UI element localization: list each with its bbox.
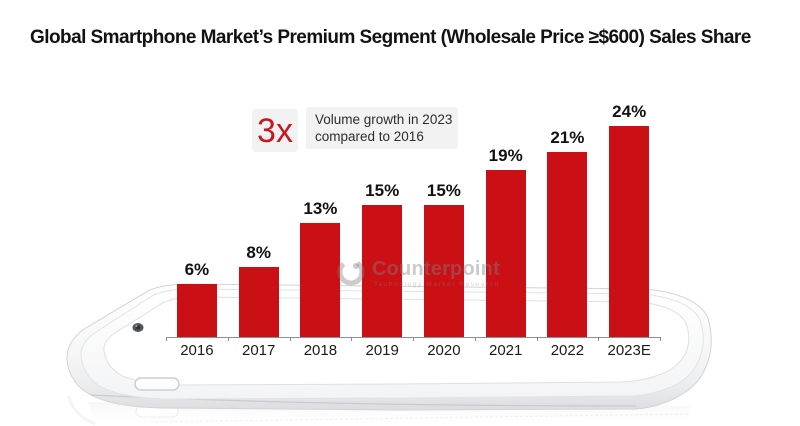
x-axis-label: 2020 <box>427 342 461 359</box>
growth-annotation-line2: compared to 2016 <box>315 129 424 144</box>
growth-annotation: Volume growth in 2023 compared to 2016 <box>306 107 458 149</box>
growth-annotation-line1: Volume growth in 2023 <box>315 112 453 127</box>
bar-value-label: 15% <box>426 181 461 200</box>
growth-multiplier: 3x <box>257 111 293 150</box>
watermark-tagline: Technology Market Research <box>374 281 500 288</box>
bar <box>176 284 217 337</box>
x-axis-tick <box>289 337 291 341</box>
bar-value-label: 19% <box>488 145 523 165</box>
bar <box>485 169 526 337</box>
x-axis-tick <box>166 337 167 341</box>
bar-value-label: 21% <box>550 128 585 148</box>
watermark-brand: Counterpoint <box>372 258 500 280</box>
bar <box>547 152 588 337</box>
watermark: Counterpoint Technology Market Research <box>335 255 505 295</box>
x-axis-label: 2023E <box>607 342 651 359</box>
x-axis-tick <box>227 337 229 341</box>
x-axis-label: 2018 <box>303 342 338 359</box>
x-axis-label: 2022 <box>550 342 585 359</box>
x-axis-tick <box>660 337 661 341</box>
bar-value-label: 8% <box>246 242 271 262</box>
x-axis-label: 2016 <box>180 342 214 359</box>
x-axis-tick <box>351 337 353 341</box>
counterpoint-logo-icon <box>337 258 365 286</box>
x-axis-label: 2021 <box>488 342 523 359</box>
bar-value-label: 6% <box>184 260 210 280</box>
bar-value-label: 24% <box>612 101 647 121</box>
growth-multiplier-badge: 3x <box>252 109 298 152</box>
x-axis-label: 2017 <box>241 342 276 359</box>
bar <box>423 205 464 337</box>
bar <box>300 222 341 337</box>
camera-icon <box>132 323 144 332</box>
chart-title: Global Smartphone Market’s Premium Segme… <box>30 27 751 48</box>
x-axis-tick <box>413 337 414 341</box>
bar-value-label: 13% <box>303 198 338 218</box>
x-axis-tick <box>474 337 476 341</box>
bar <box>362 205 403 337</box>
bar <box>238 266 279 337</box>
bar <box>609 125 650 337</box>
side-button <box>134 377 180 391</box>
x-axis-tick <box>598 337 600 341</box>
bar-value-label: 15% <box>365 181 400 200</box>
x-axis-tick <box>536 337 538 341</box>
x-axis-label: 2019 <box>365 342 399 359</box>
